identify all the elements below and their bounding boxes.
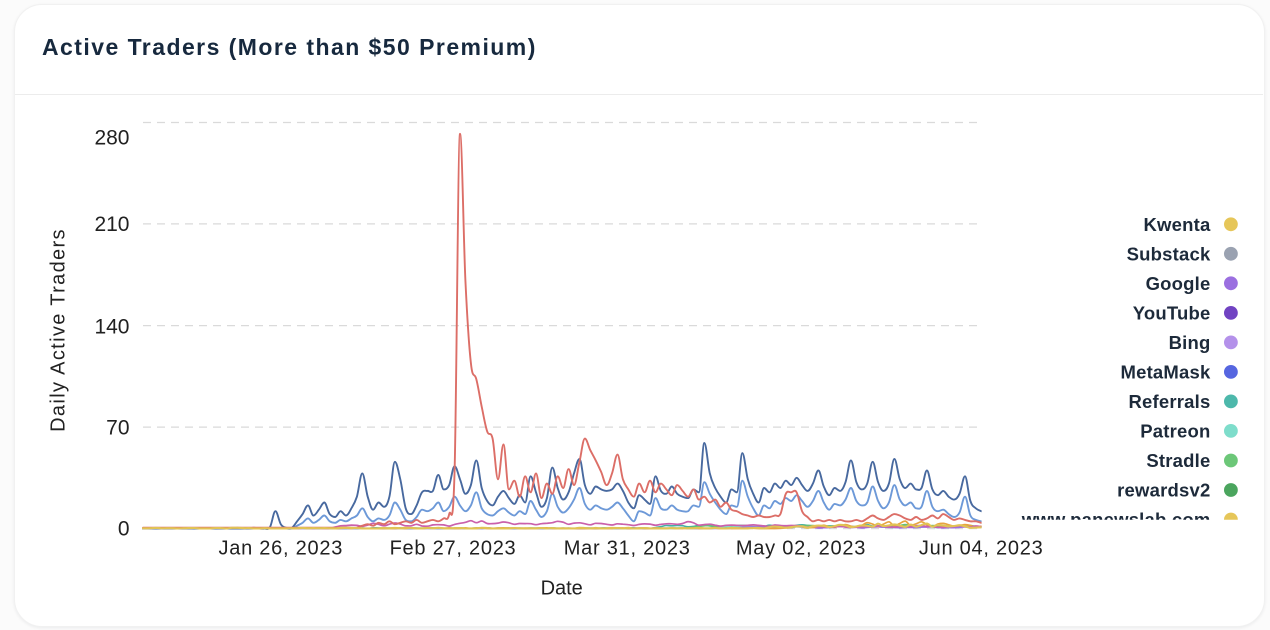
svg-text:Mar 31, 2023: Mar 31, 2023 [564,538,691,560]
svg-text:MetaMask: MetaMask [1120,362,1211,383]
svg-text:Jan 26, 2023: Jan 26, 2023 [218,538,343,560]
svg-text:May 02, 2023: May 02, 2023 [736,538,866,560]
svg-text:rewardsv2: rewardsv2 [1117,480,1210,501]
svg-text:70: 70 [106,417,129,440]
svg-text:Date: Date [541,578,583,600]
svg-text:Substack: Substack [1127,243,1211,264]
svg-text:Jun 04, 2023: Jun 04, 2023 [919,538,1044,560]
svg-text:Feb 27, 2023: Feb 27, 2023 [390,538,517,560]
svg-text:Bing: Bing [1169,332,1211,353]
svg-text:YouTube: YouTube [1133,303,1211,324]
svg-text:280: 280 [94,126,129,149]
svg-text:www.panewslab.com: www.panewslab.com [1021,509,1211,530]
svg-text:140: 140 [94,316,129,339]
svg-text:Stradle: Stradle [1146,450,1210,471]
svg-text:Google: Google [1146,273,1211,294]
svg-text:Referrals: Referrals [1128,391,1210,412]
svg-text:Patreon: Patreon [1140,421,1210,442]
svg-text:Daily Active Traders: Daily Active Traders [48,228,70,432]
svg-text:210: 210 [94,213,129,236]
svg-text:Kwenta: Kwenta [1144,214,1212,235]
svg-text:0: 0 [118,518,130,541]
